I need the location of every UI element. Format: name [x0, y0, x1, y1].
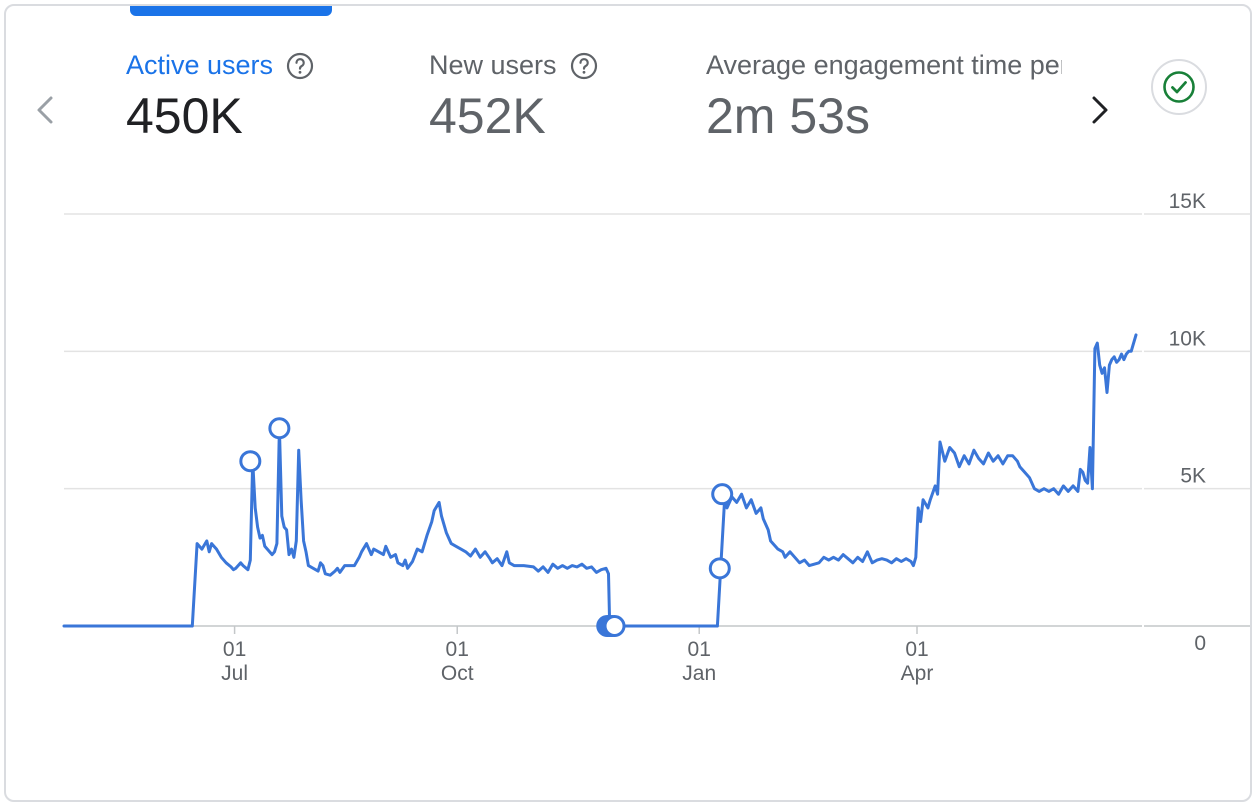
y-tick-label: 0	[1194, 632, 1206, 655]
help-circle-icon[interactable]	[569, 51, 599, 81]
y-tick-label: 10K	[1169, 327, 1206, 350]
metric-label-text: New users	[429, 50, 557, 80]
annotation-marker[interactable]	[711, 483, 734, 506]
metric-label: Average engagement time per active user	[706, 50, 1062, 81]
metric-value: 2m 53s	[706, 88, 870, 141]
x-tick-month-label: Apr	[901, 662, 934, 685]
x-tick-day-label: 01	[905, 638, 928, 661]
help-circle-icon[interactable]	[285, 51, 315, 81]
annotation-marker[interactable]	[603, 615, 626, 637]
x-tick-month-label: Oct	[441, 662, 474, 685]
metric-label: New users	[429, 50, 599, 81]
metric-new-users[interactable]: New users 452K	[429, 50, 599, 141]
y-tick-label: 15K	[1169, 190, 1206, 213]
analytics-card: Active users 450K New users 452K Average…	[4, 4, 1252, 802]
x-tick-day-label: 01	[688, 638, 711, 661]
annotation-marker[interactable]	[708, 557, 731, 580]
chevron-left-icon[interactable]	[26, 90, 66, 130]
check-circle-icon	[1151, 59, 1207, 115]
active-tab-indicator	[130, 6, 332, 16]
y-tick-label: 5K	[1180, 465, 1206, 488]
metric-average-engagement-time[interactable]: Average engagement time per active user …	[706, 50, 1062, 141]
annotation-marker[interactable]	[239, 450, 262, 473]
x-tick-day-label: 01	[223, 638, 246, 661]
x-tick-month-label: Jan	[682, 662, 716, 685]
metric-label-text: Active users	[126, 50, 274, 80]
metric-active-users[interactable]: Active users 450K	[126, 50, 315, 141]
x-tick-month-label: Jul	[221, 662, 248, 685]
annotation-marker[interactable]	[268, 417, 291, 440]
metric-value: 450K	[126, 88, 243, 144]
metric-label-text: Average engagement time per active user	[706, 50, 1062, 80]
chevron-right-icon[interactable]	[1080, 90, 1120, 130]
series-line	[62, 333, 1138, 628]
metric-value: 452K	[429, 88, 546, 144]
metric-label: Active users	[126, 50, 315, 81]
x-tick-day-label: 01	[446, 638, 469, 661]
